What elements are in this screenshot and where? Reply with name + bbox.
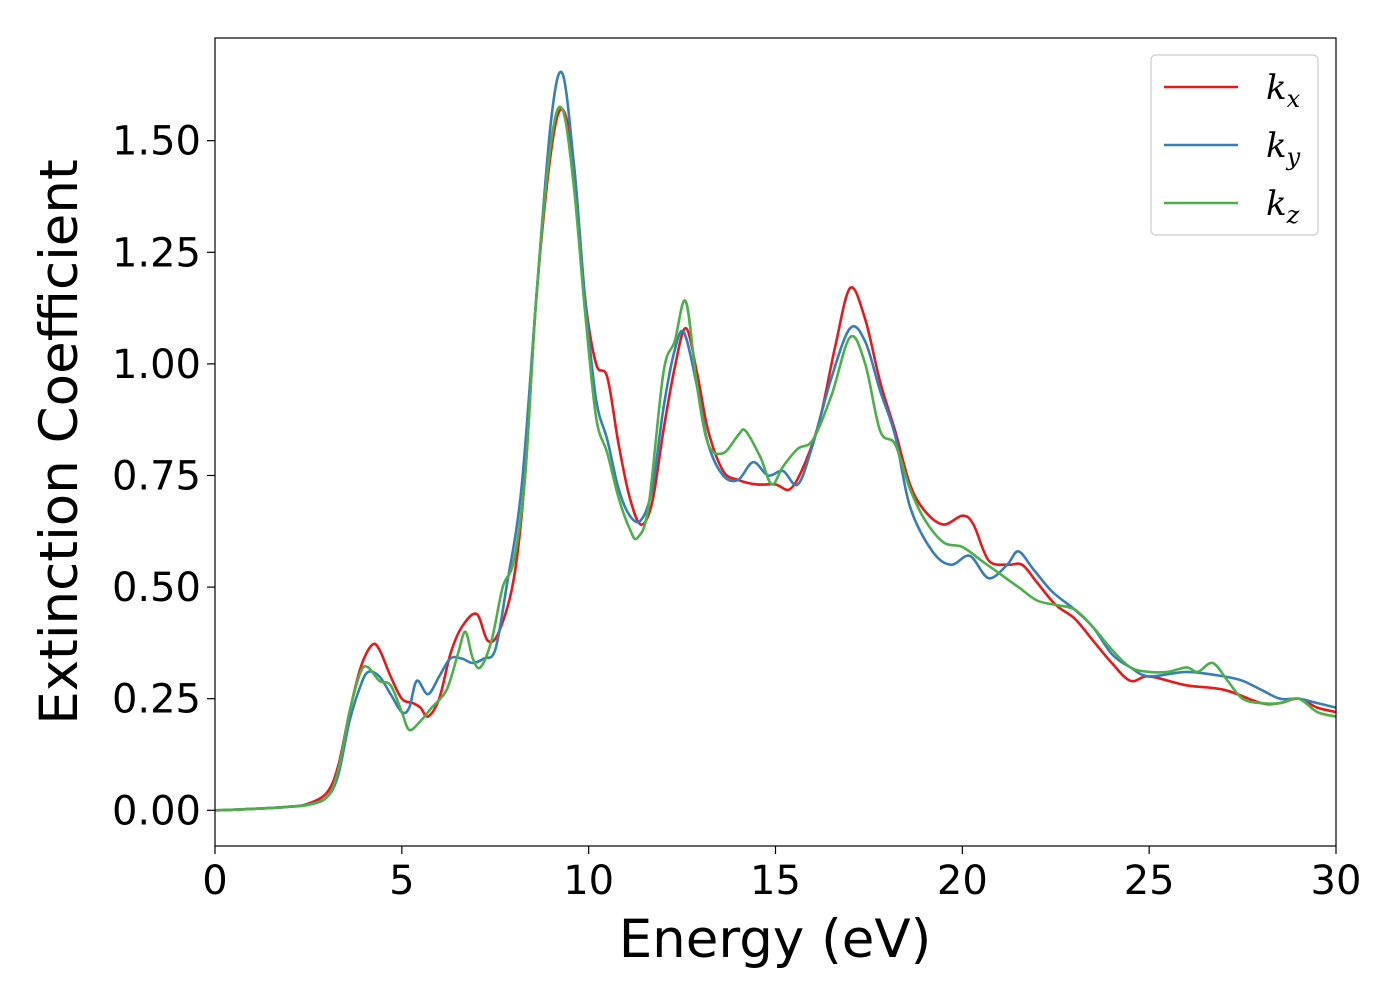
legend-label-base: k <box>1266 126 1287 166</box>
y-tick-label: 0.50 <box>112 565 201 611</box>
legend-label-kx: kx <box>1266 68 1301 113</box>
x-tick-label: 20 <box>937 858 988 904</box>
x-tick-label: 30 <box>1311 858 1362 904</box>
series-line-kz <box>214 105 1337 812</box>
legend-label-base: k <box>1266 184 1287 224</box>
x-axis: 0 5 10 15 20 25 30 <box>202 846 1361 904</box>
y-tick-label: 0.75 <box>112 453 201 499</box>
x-axis-label: Energy (eV) <box>619 909 932 970</box>
y-tick-label: 1.50 <box>112 119 201 165</box>
legend-label-subscript: z <box>1286 201 1300 229</box>
y-tick-label: 1.25 <box>112 230 201 276</box>
x-tick-label: 0 <box>202 858 227 904</box>
x-tick-label: 15 <box>750 858 801 904</box>
y-axis: 0.00 0.25 0.50 0.75 1.00 1.25 1.50 <box>112 119 215 834</box>
legend-label-subscript: y <box>1286 143 1301 171</box>
y-tick-label: 0.25 <box>112 677 201 723</box>
y-axis-label: Extinction Coefficient <box>29 159 90 725</box>
series-layer <box>214 70 1337 812</box>
x-tick-label: 5 <box>389 858 414 904</box>
series-line-kx <box>214 107 1337 812</box>
x-tick-label: 25 <box>1124 858 1175 904</box>
series-line-ky <box>214 70 1337 812</box>
legend-label-kz: kz <box>1266 184 1300 229</box>
legend-label-ky: ky <box>1266 126 1301 171</box>
x-tick-label: 10 <box>563 858 614 904</box>
legend-label-base: k <box>1266 68 1287 108</box>
y-tick-label: 1.00 <box>112 342 201 388</box>
legend-label-subscript: x <box>1287 85 1301 113</box>
y-tick-label: 0.00 <box>112 788 201 834</box>
